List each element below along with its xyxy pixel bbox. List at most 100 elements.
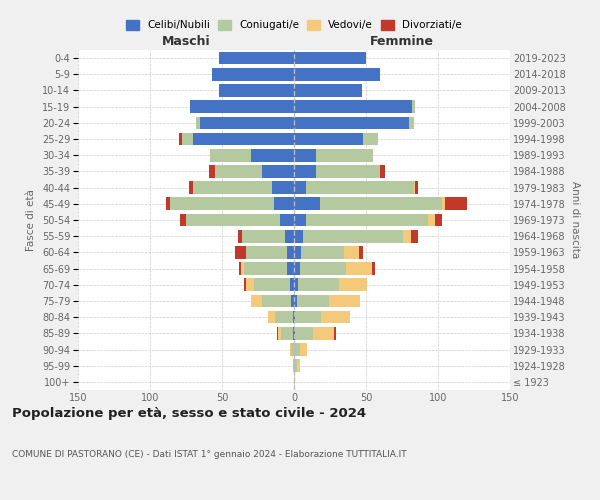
Bar — [272, 182, 294, 194]
Bar — [290, 278, 294, 291]
Bar — [193, 132, 294, 145]
Bar — [291, 294, 294, 308]
Bar — [294, 376, 295, 388]
Bar — [280, 214, 294, 226]
Bar — [235, 246, 247, 258]
Bar — [170, 198, 274, 210]
Bar — [268, 311, 275, 324]
Bar — [281, 327, 293, 340]
Bar — [291, 343, 294, 356]
Bar — [300, 262, 346, 275]
Bar — [247, 278, 254, 291]
Bar — [294, 84, 362, 97]
Bar — [274, 198, 294, 210]
Bar — [294, 262, 300, 275]
Bar — [363, 132, 377, 145]
Bar — [294, 230, 302, 242]
Bar — [298, 278, 338, 291]
Bar — [241, 262, 244, 275]
Bar — [301, 246, 344, 258]
Bar — [242, 230, 286, 242]
Text: COMUNE DI PASTORANO (CE) - Dati ISTAT 1° gennaio 2024 - Elaborazione TUTTITALIA.: COMUNE DI PASTORANO (CE) - Dati ISTAT 1°… — [12, 450, 407, 459]
Bar — [428, 214, 435, 226]
Bar — [219, 84, 294, 97]
Bar — [322, 311, 350, 324]
Bar — [290, 343, 291, 356]
Bar — [293, 327, 294, 340]
Bar — [275, 311, 293, 324]
Bar — [294, 327, 295, 340]
Bar — [334, 327, 336, 340]
Bar — [435, 214, 442, 226]
Bar — [179, 132, 182, 145]
Bar — [412, 100, 415, 113]
Text: Popolazione per età, sesso e stato civile - 2024: Popolazione per età, sesso e stato civil… — [12, 408, 366, 420]
Bar — [338, 278, 367, 291]
Bar — [359, 246, 363, 258]
Bar — [254, 278, 290, 291]
Bar — [380, 165, 385, 177]
Bar — [294, 132, 363, 145]
Bar — [305, 182, 413, 194]
Bar — [294, 214, 305, 226]
Text: Maschi: Maschi — [161, 36, 211, 49]
Bar — [415, 182, 418, 194]
Bar — [239, 262, 241, 275]
Bar — [244, 278, 247, 291]
Bar — [410, 230, 418, 242]
Bar — [445, 198, 467, 210]
Bar — [313, 327, 334, 340]
Bar — [262, 165, 294, 177]
Bar — [200, 116, 294, 129]
Bar — [262, 294, 291, 308]
Bar — [329, 294, 360, 308]
Bar — [294, 360, 297, 372]
Bar — [320, 198, 442, 210]
Bar — [295, 311, 322, 324]
Bar — [212, 68, 294, 80]
Bar — [294, 182, 305, 194]
Bar — [190, 100, 294, 113]
Bar — [294, 246, 301, 258]
Bar — [409, 116, 413, 129]
Bar — [344, 246, 359, 258]
Bar — [294, 294, 297, 308]
Text: Femmine: Femmine — [370, 36, 434, 49]
Bar — [186, 214, 280, 226]
Bar — [297, 360, 300, 372]
Bar — [294, 52, 366, 64]
Bar — [286, 230, 294, 242]
Y-axis label: Anni di nascita: Anni di nascita — [569, 182, 580, 258]
Bar — [403, 230, 410, 242]
Legend: Celibi/Nubili, Coniugati/e, Vedovi/e, Divorziati/e: Celibi/Nubili, Coniugati/e, Vedovi/e, Di… — [126, 20, 462, 30]
Bar — [215, 165, 262, 177]
Bar — [247, 246, 287, 258]
Bar — [294, 198, 320, 210]
Bar — [294, 149, 316, 162]
Bar — [294, 68, 380, 80]
Bar — [316, 165, 380, 177]
Bar — [211, 149, 251, 162]
Bar — [238, 230, 242, 242]
Bar — [244, 262, 287, 275]
Bar — [346, 262, 372, 275]
Bar — [251, 294, 262, 308]
Bar — [182, 132, 193, 145]
Bar — [293, 360, 294, 372]
Bar — [180, 214, 186, 226]
Bar — [294, 100, 412, 113]
Bar — [209, 165, 215, 177]
Bar — [287, 246, 294, 258]
Bar — [297, 294, 329, 308]
Bar — [413, 182, 415, 194]
Bar — [305, 214, 428, 226]
Bar — [295, 327, 313, 340]
Bar — [166, 198, 170, 210]
Bar — [294, 165, 316, 177]
Bar — [293, 311, 294, 324]
Bar — [278, 327, 281, 340]
Bar — [287, 262, 294, 275]
Bar — [294, 116, 409, 129]
Bar — [442, 198, 445, 210]
Bar — [251, 149, 294, 162]
